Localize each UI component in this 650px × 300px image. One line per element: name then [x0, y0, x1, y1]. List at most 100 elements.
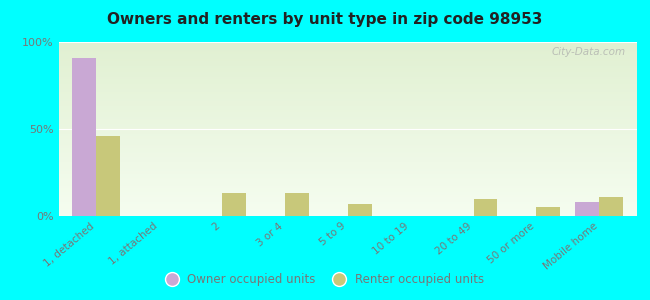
Bar — [58, 167, 637, 169]
Bar — [72, 58, 96, 216]
Bar — [58, 166, 637, 167]
Bar — [58, 159, 637, 160]
Bar — [348, 204, 372, 216]
Bar — [58, 82, 637, 84]
Bar — [96, 136, 120, 216]
Bar — [575, 202, 599, 216]
Bar — [58, 176, 637, 178]
Bar — [58, 112, 637, 113]
Bar — [58, 186, 637, 188]
Bar — [58, 68, 637, 70]
Bar — [58, 54, 637, 56]
Bar — [58, 164, 637, 166]
Bar — [58, 75, 637, 77]
Bar — [58, 72, 637, 73]
Bar — [58, 79, 637, 80]
Bar — [58, 148, 637, 150]
Bar — [58, 150, 637, 152]
Bar — [58, 206, 637, 207]
Bar — [58, 192, 637, 194]
Bar — [58, 152, 637, 153]
Bar — [58, 94, 637, 96]
Bar — [58, 61, 637, 63]
Bar — [58, 113, 637, 115]
Bar — [58, 146, 637, 148]
Bar — [473, 199, 497, 216]
Bar — [58, 125, 637, 127]
Bar — [285, 194, 309, 216]
Bar — [58, 202, 637, 204]
Bar — [58, 195, 637, 197]
Text: City-Data.com: City-Data.com — [551, 47, 625, 57]
Bar — [58, 160, 637, 162]
Bar — [58, 172, 637, 174]
Bar — [58, 42, 637, 44]
Bar — [58, 63, 637, 64]
Bar — [58, 162, 637, 164]
Bar — [58, 120, 637, 122]
Bar — [58, 58, 637, 59]
Bar — [58, 199, 637, 200]
Bar — [58, 99, 637, 101]
Bar — [58, 118, 637, 120]
Bar — [58, 80, 637, 82]
Bar — [58, 117, 637, 118]
Bar — [58, 92, 637, 94]
Bar — [58, 124, 637, 125]
Bar — [58, 103, 637, 105]
Bar — [58, 133, 637, 134]
Bar — [58, 110, 637, 112]
Bar — [58, 179, 637, 181]
Bar — [58, 204, 637, 206]
Bar — [58, 138, 637, 140]
Bar — [58, 51, 637, 52]
Bar — [58, 194, 637, 195]
Bar — [222, 194, 246, 216]
Bar — [58, 157, 637, 159]
Bar — [58, 77, 637, 79]
Bar — [58, 122, 637, 124]
Bar — [58, 185, 637, 186]
Bar — [58, 197, 637, 199]
Bar — [58, 178, 637, 179]
Bar — [58, 66, 637, 68]
Bar — [58, 91, 637, 92]
Bar — [58, 174, 637, 176]
Bar — [58, 84, 637, 85]
Bar — [58, 141, 637, 143]
Bar — [58, 183, 637, 185]
Bar — [58, 46, 637, 47]
Bar — [58, 169, 637, 171]
Bar — [58, 49, 637, 51]
Bar — [58, 52, 637, 54]
Bar — [58, 44, 637, 46]
Bar — [58, 131, 637, 133]
Bar — [58, 85, 637, 87]
Bar — [58, 140, 637, 141]
Bar — [58, 108, 637, 110]
Bar — [536, 207, 560, 216]
Bar — [58, 212, 637, 214]
Bar — [58, 207, 637, 209]
Bar — [58, 98, 637, 99]
Bar — [58, 106, 637, 108]
Bar — [58, 155, 637, 157]
Bar — [58, 214, 637, 216]
Bar — [58, 101, 637, 103]
Bar — [58, 171, 637, 172]
Bar — [58, 153, 637, 155]
Bar — [58, 115, 637, 117]
Bar — [58, 73, 637, 75]
Bar — [58, 209, 637, 211]
Bar — [58, 145, 637, 146]
Bar — [58, 59, 637, 61]
Bar — [58, 56, 637, 58]
Text: Owners and renters by unit type in zip code 98953: Owners and renters by unit type in zip c… — [107, 12, 543, 27]
Bar — [58, 89, 637, 91]
Bar — [58, 129, 637, 131]
Bar — [58, 188, 637, 190]
Bar — [58, 47, 637, 49]
Bar — [58, 87, 637, 89]
Bar — [58, 134, 637, 136]
Bar — [599, 197, 623, 216]
